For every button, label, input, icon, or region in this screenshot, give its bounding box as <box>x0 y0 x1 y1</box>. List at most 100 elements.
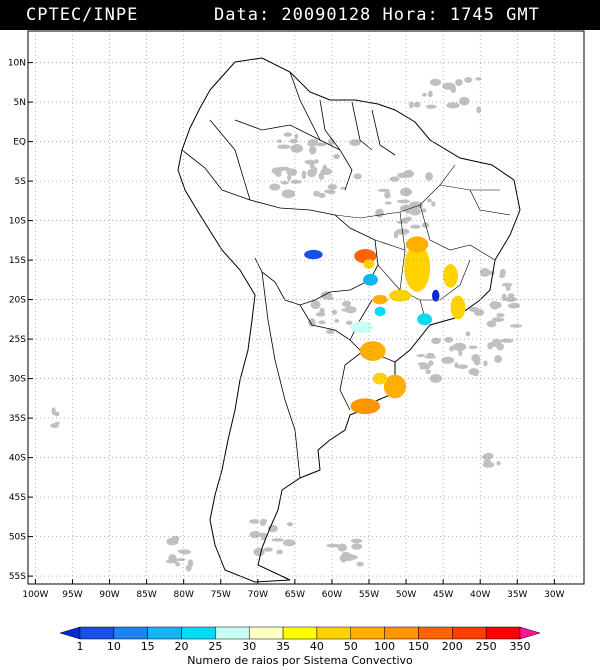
legend-label: 25 <box>208 640 222 653</box>
cloud-patch <box>425 104 437 109</box>
lat-label: 50S <box>9 533 26 543</box>
cloud-patch <box>499 268 506 277</box>
legend-arrow-right <box>519 626 541 640</box>
cloud-patch <box>449 345 455 352</box>
lat-label: 30S <box>9 375 26 385</box>
cloud-patch <box>277 144 291 150</box>
cloud-patch <box>301 170 307 180</box>
cloud-patch <box>271 538 284 542</box>
cloud-patch <box>413 101 421 108</box>
lat-label: 45S <box>9 493 26 503</box>
cloud-patch <box>464 76 473 83</box>
cloud-patch <box>261 534 266 541</box>
header-datetime: Data: 20090128 Hora: 1745 GMT <box>214 5 540 25</box>
legend-label: 50 <box>344 640 358 653</box>
cloud-patch <box>458 348 463 357</box>
cloud-patch <box>393 230 399 239</box>
legend-label: 35 <box>276 640 290 653</box>
cloud-patch <box>333 153 340 160</box>
legend-swatch <box>113 626 148 640</box>
cloud-patch <box>428 360 434 366</box>
lon-label: 40W <box>470 590 490 600</box>
convective-system <box>443 264 458 288</box>
map-area <box>28 31 584 584</box>
cloud-patch <box>456 364 469 369</box>
convective-system <box>450 295 466 320</box>
cloud-patch <box>427 198 432 203</box>
lon-label: 95W <box>62 590 82 600</box>
convective-system <box>406 236 429 253</box>
cloud-patch <box>384 191 391 199</box>
cloud-patch <box>507 293 515 298</box>
legend-label: 250 <box>476 640 497 653</box>
lon-label: 60W <box>322 590 342 600</box>
legend-swatch <box>248 626 284 640</box>
legend-label: 150 <box>408 640 429 653</box>
color-legend: 1 10 15 20 25 30 35 40 50 100 150 200 250 350 <box>59 626 541 653</box>
cloud-patch <box>504 296 517 303</box>
cloud-patch <box>427 90 433 98</box>
convective-system <box>383 374 407 399</box>
cloud-patch <box>286 522 294 527</box>
cloud-patch <box>289 138 299 144</box>
cloud-patch <box>326 543 341 548</box>
header-bar: CPTEC/INPE Data: 20090128 Hora: 1745 GMT <box>0 0 600 30</box>
lon-label: 100W <box>22 590 48 600</box>
cloud-patch <box>403 169 414 178</box>
cloud-patch <box>249 519 260 524</box>
cloud-patch <box>331 309 338 315</box>
lat-label: 10S <box>9 217 26 227</box>
convective-system <box>350 321 373 334</box>
south-america-coastline <box>177 57 521 583</box>
cloud-patch <box>453 343 465 348</box>
convective-system <box>389 289 412 302</box>
lat-label: EQ <box>13 138 26 148</box>
cloud-patch <box>399 204 413 213</box>
lon-label: 55W <box>359 590 379 600</box>
lon-label: 90W <box>99 590 119 600</box>
cloud-patch <box>349 139 361 146</box>
lat-label: 55S <box>9 572 26 582</box>
cloud-patch <box>309 145 317 155</box>
cloud-patch <box>429 78 442 86</box>
cloud-patch <box>334 318 340 323</box>
legend-label: 10 <box>107 640 121 653</box>
cloud-patch <box>501 293 507 302</box>
cloud-patch <box>389 176 400 182</box>
cloud-patch <box>308 317 316 327</box>
cloud-patch <box>175 558 186 562</box>
lon-label: 80W <box>174 590 194 600</box>
cloud-patch <box>283 132 293 137</box>
cloud-patch <box>421 208 427 213</box>
lon-label: 75W <box>211 590 231 600</box>
lat-label: 5N <box>14 98 26 108</box>
legend-swatch <box>147 626 182 640</box>
convective-system <box>363 273 378 286</box>
cloud-patch <box>341 308 351 312</box>
convective-system <box>363 259 375 269</box>
cloud-patch <box>285 192 291 197</box>
cloud-patch <box>501 282 513 287</box>
cloud-patch <box>446 102 460 109</box>
cloud-patch <box>340 186 346 190</box>
cloud-patch <box>282 539 296 547</box>
lat-label: 15S <box>9 256 26 266</box>
cloud-patch <box>277 549 283 555</box>
legend-swatch <box>452 626 487 640</box>
cloud-patch <box>424 355 436 359</box>
convective-system <box>417 313 433 326</box>
cloud-patch <box>356 561 364 567</box>
cloud-patch <box>425 172 433 181</box>
cloud-patch <box>263 547 273 552</box>
cloud-patch <box>171 535 180 542</box>
legend-swatch <box>485 626 521 640</box>
legend-swatch <box>282 626 318 640</box>
cloud-patch <box>496 461 501 466</box>
legend-swatch <box>350 626 385 640</box>
cloud-patch <box>185 564 192 572</box>
cloud-patch <box>486 320 497 328</box>
lat-lon-grid <box>28 31 584 584</box>
lat-label: 25S <box>9 335 26 345</box>
convective-system <box>350 398 381 415</box>
